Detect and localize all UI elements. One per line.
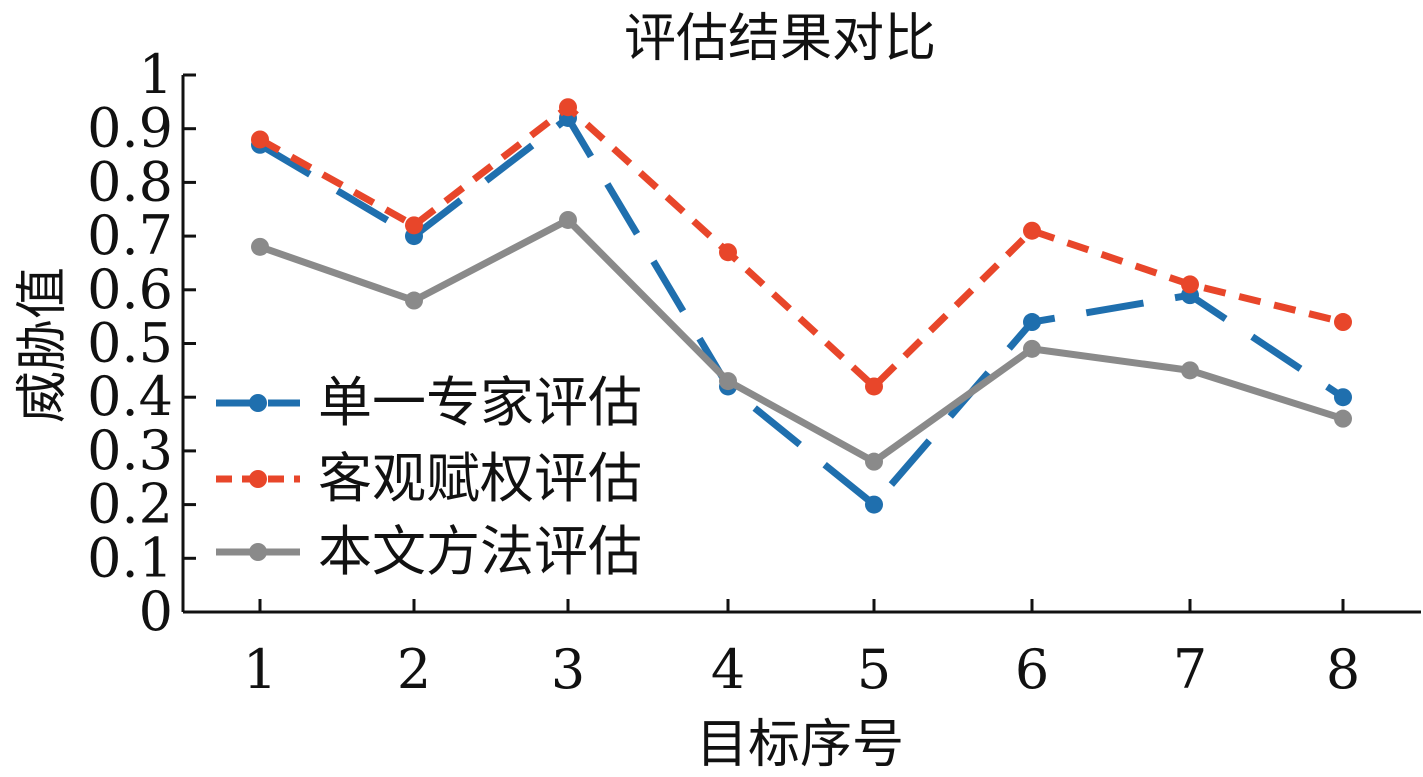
y-tick-label: 0.2 [87,473,173,536]
x-tick-label: 8 [1326,638,1360,701]
data-point [1334,388,1352,407]
y-tick-label: 1 [139,43,173,106]
y-tick-label: 0 [139,580,173,643]
y-tick-label: 0.3 [87,419,173,482]
series-3 [251,210,1352,471]
data-point [1023,221,1041,240]
x-tick-label: 1 [243,638,277,701]
data-point [559,98,577,117]
legend-entry: 单一专家评估 [216,371,642,434]
y-tick-label: 0.1 [87,526,173,589]
data-point [1181,275,1199,294]
data-point [251,237,269,256]
data-point [405,216,423,235]
y-axis-label: 威胁值 [13,267,73,423]
data-point [719,372,737,391]
x-tick-label: 2 [397,638,431,701]
series-2 [251,98,1352,396]
legend-label: 单一专家评估 [318,371,642,434]
y-tick-label: 0.7 [87,204,173,267]
data-point [1023,339,1041,358]
legend-label: 本文方法评估 [318,520,642,583]
legend-marker [249,543,267,561]
legend-entry: 客观赋权评估 [216,447,642,510]
data-point [865,495,883,514]
y-tick-label: 0.6 [87,258,173,321]
data-point [1334,409,1352,428]
series-line [258,216,1345,466]
x-axis-label: 目标序号 [696,715,904,775]
legend-marker [249,470,267,488]
data-point [251,130,269,149]
data-point [719,243,737,262]
legend-label: 客观赋权评估 [318,447,642,510]
chart-title: 评估结果对比 [624,9,936,69]
y-tick-label: 0.4 [87,365,173,428]
x-tick-label: 5 [857,638,891,701]
data-point [405,291,423,310]
data-point [1334,313,1352,332]
axes: 00.10.20.30.40.50.60.70.80.911 2 3 4 5 6 7 8 [87,43,1421,701]
x-tick-label: 4 [711,638,745,701]
series-line [258,103,1344,390]
y-tick-label: 0.8 [87,150,173,213]
data-point [865,377,883,396]
series-layer [251,98,1352,514]
x-tick-label: 6 [1015,638,1049,701]
series-line [258,114,1345,509]
y-tick-label: 0.5 [87,312,173,375]
x-tick-label: 7 [1173,638,1207,701]
data-point [559,210,577,229]
legend-entry: 本文方法评估 [216,520,642,583]
legend-marker [249,394,267,412]
x-tick-label: 3 [551,638,585,701]
data-point [865,452,883,471]
data-point [1181,361,1199,380]
data-point [1023,313,1041,332]
y-tick-label: 0.9 [87,97,173,160]
